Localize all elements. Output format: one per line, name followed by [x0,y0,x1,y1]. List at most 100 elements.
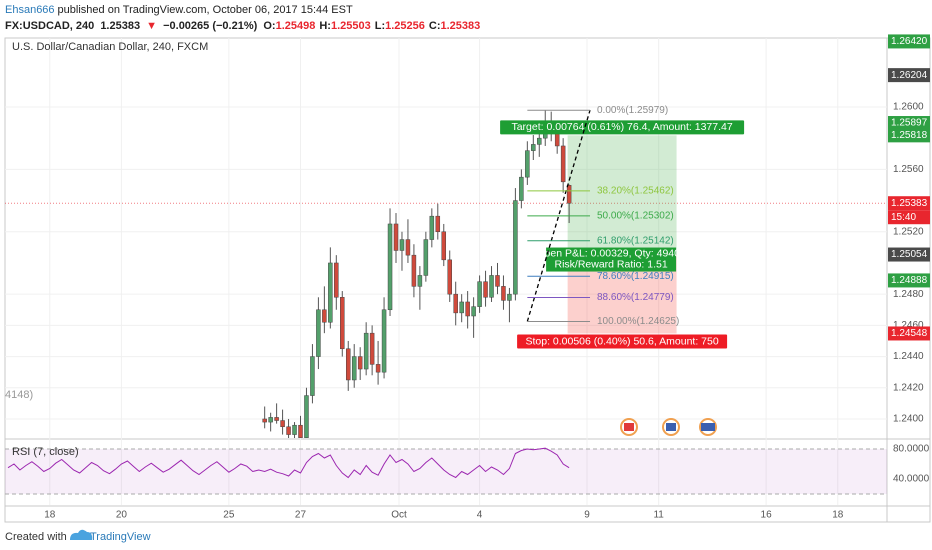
y-tick-label: 1.2400 [893,414,924,425]
fib-label: 61.80%(1.25142) [597,235,674,246]
event-icons [620,418,717,436]
candle-body [310,356,315,396]
ohlc-value: 1.25498 [275,20,316,32]
fib-label: 100.00%(1.24625) [597,316,679,327]
candle-body [513,200,518,295]
fib-label: 88.60%(1.24779) [597,292,674,303]
arrow: ▼ [146,20,158,32]
candle-body [519,176,524,201]
candle-body [298,424,303,438]
quote-line: FX:USDCAD, 240 1.25383 ▼ −0.00265 (−0.21… [5,18,487,34]
fib-label: 78.60%(1.24915) [597,271,674,282]
change: −0.00265 (−0.21%) [163,20,258,32]
header: Ehsan666 published on TradingView.com, Oc… [5,2,487,34]
candle-body [453,293,458,314]
symbol: FX:USDCAD, 240 [5,20,95,32]
candle-body [381,309,387,373]
candle-body [351,356,357,381]
candle-body [507,293,512,301]
target-label: Target: 0.00764 (0.61%) 76.4, Amount: 13… [511,121,732,133]
candle-body [495,275,500,287]
x-tick-label: Oct [391,510,407,521]
price-badge [888,116,930,131]
flag [666,423,676,431]
candle-body [459,301,464,314]
candle-body [286,426,291,435]
candle-body [531,144,536,151]
x-tick-label: 18 [44,510,56,521]
chart-title: U.S. Dollar/Canadian Dollar, 240, FXCM [12,41,208,53]
candle-body [316,309,321,357]
y-tick-label: 1.2560 [893,164,924,175]
rsi-tick-label: 40.0000 [893,474,930,485]
candle-body [411,254,417,287]
price-badge [888,210,930,225]
price-badge-label: 1.25054 [891,249,928,260]
published: published on TradingView.com, October 06… [57,4,353,16]
price-badge-label: 1.26420 [891,36,928,47]
y-tick-label: 1.2420 [893,382,924,393]
price-badge [888,128,930,143]
x-tick-label: 9 [584,510,590,521]
stop-label: Stop: 0.00506 (0.40%) 50.6, Amount: 750 [525,335,718,347]
price-badge-label: 1.24888 [891,275,928,286]
candle-body [566,185,572,204]
candle-body [483,281,488,298]
candle-body [393,223,399,251]
candle-body [322,309,327,323]
ohlc-key: H: [319,20,331,32]
candle-body [280,420,285,428]
x-tick-label: 16 [761,510,773,521]
projection-line [526,110,591,322]
x-tick-label: 11 [653,510,664,521]
candle-body [363,332,369,370]
candle-body [477,281,482,307]
fib-label: 0.00%(1.25979) [597,105,668,116]
author[interactable]: Ehsan666 [5,4,55,16]
candle-body [465,301,470,317]
y-tick-label: 1.2460 [893,320,924,331]
y-tick-label: 1.2520 [893,226,924,237]
flag [701,423,715,431]
y-tick-label: 1.2600 [893,102,924,113]
ohlc-value: 1.25256 [385,20,425,32]
candle-body [429,215,435,240]
candle-body [334,262,339,298]
rsi-line [7,447,570,479]
candle-body [369,332,375,365]
candle-body [489,275,494,298]
candle-body [375,364,381,373]
candle-body [340,297,345,350]
logo [70,529,93,540]
ohlc-value: 1.25503 [330,20,371,32]
candle-body [447,259,452,295]
x-tick-label: 25 [223,510,235,521]
candle-body [525,150,530,178]
candle-body [471,306,476,317]
stop-label-bg [517,334,728,349]
fib-label: 50.00%(1.25302) [597,210,674,221]
candle-body [387,223,393,311]
ohlc-value: 1.25383 [440,20,481,32]
price-badge [888,34,930,49]
ohlc-key: C: [428,20,441,32]
target-zone [567,135,677,255]
ohlc-key: O: [263,20,276,32]
candle-body [405,239,411,256]
candle-body [417,275,423,287]
x-tick-label: 4 [477,510,483,521]
target-label-bg [500,120,745,135]
price-badge [888,247,930,262]
rsi-tick-label: 80.0000 [893,444,930,455]
publish-line: Ehsan666 published on TradingView.com, Oc… [5,2,487,18]
candle-body [399,239,405,251]
candle-body [274,417,279,421]
price-badge [888,68,930,83]
candle-body [435,215,441,233]
pnl-bg [546,247,677,272]
y-tick-label: 1.2480 [893,289,924,300]
footer-brand[interactable]: TradingView [90,531,151,543]
ohlc: O:1.25498 H:1.25503 L:1.25256 C:1.25383 [263,20,484,32]
pnl-label: Open P&L: 0.00329, Qty: 49407 [536,247,686,259]
